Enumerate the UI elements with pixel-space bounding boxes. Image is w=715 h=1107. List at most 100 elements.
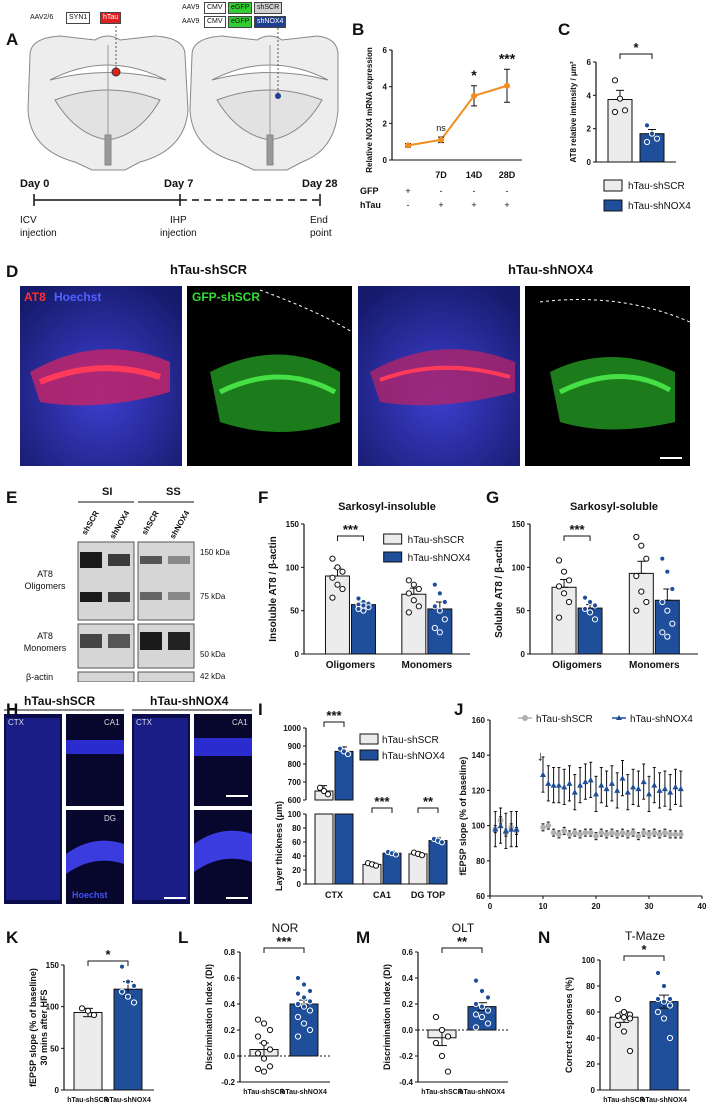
j-ytick-label: 140: [472, 751, 486, 760]
c-point: [643, 138, 651, 146]
f-legend-swatch: [383, 533, 403, 545]
b-row-mark: -: [506, 186, 509, 196]
j-legend-marker-scr: [522, 715, 528, 721]
panel-letter-i: I: [258, 700, 263, 719]
panel-d: hTau-shSCR hTau-shNOX4 AT8 Hoechst GFP-s…: [20, 262, 710, 472]
i-upper-ytick-label: 700: [288, 778, 302, 787]
c-ytick-label: 6: [587, 58, 592, 67]
k-point: [130, 982, 138, 989]
i-sig-ctx: ***: [326, 708, 342, 723]
l-point: [300, 1020, 308, 1027]
construct-right1-promoter: CMV: [204, 2, 226, 14]
l-point: [254, 1065, 262, 1073]
k-point: [118, 988, 126, 995]
j-point-nox4: [571, 789, 578, 795]
m-point: [478, 1013, 486, 1021]
l-point: [266, 1063, 274, 1070]
m-title: OLT: [452, 921, 475, 935]
f-point: [355, 595, 362, 602]
i-point: [372, 862, 380, 869]
k-point: [84, 1007, 92, 1014]
j-point-nox4: [555, 782, 562, 788]
k-point: [124, 993, 132, 1000]
i-xtick-label: CTX: [325, 890, 343, 900]
m-point: [472, 977, 480, 984]
j-hfs-arrow: ↓: [537, 747, 544, 763]
j-ytick-label: 120: [472, 786, 486, 795]
k-xtick-label: hTau-shNOX4: [105, 1097, 151, 1104]
f-point: [365, 604, 372, 611]
g-xtick-label: Oligomers: [552, 660, 602, 671]
j-ytick-label: 100: [472, 822, 486, 831]
l-point: [266, 1046, 274, 1053]
m-point: [432, 1013, 440, 1021]
i-sig-ca1: ***: [374, 794, 390, 809]
panel-letter-c: C: [558, 20, 571, 39]
b-sig: ns: [436, 123, 446, 133]
panel-letter-g: G: [486, 488, 500, 507]
l-xtick-label: hTau-shNOX4: [281, 1089, 327, 1096]
l-sig-bracket: [263, 947, 305, 953]
c-point: [621, 107, 629, 114]
f-point: [339, 568, 346, 575]
k-sig: *: [105, 947, 111, 962]
label-hoechst: Hoechst: [54, 290, 102, 304]
c-legend-label: hTau-shSCR: [628, 181, 685, 192]
m-point: [484, 994, 492, 1001]
l-ytick-label: -0.2: [221, 1078, 235, 1087]
panel-letter-d: D: [6, 262, 19, 281]
g-title: Sarkosyl-soluble: [570, 501, 658, 513]
j-point-nox4: [640, 778, 647, 785]
j-ytick-label: 160: [472, 716, 486, 725]
construct-right2-shrna: shNOX4: [254, 16, 287, 28]
n-xtick-label: hTau-shNOX4: [641, 1097, 687, 1104]
j-point-nox4: [497, 822, 504, 829]
b-row-label: hTau: [360, 200, 381, 210]
g-point: [560, 590, 568, 597]
m-ylabel: Discrimination Index (DI): [382, 964, 392, 1070]
l-ytick-label: 0.2: [224, 1026, 236, 1035]
timeline-event-ihp: IHP injection: [160, 215, 197, 239]
m-point: [478, 987, 486, 995]
l-point: [254, 1050, 262, 1057]
j-point-nox4: [545, 780, 552, 786]
g-point: [555, 583, 563, 590]
f-point: [405, 609, 412, 616]
f-point: [405, 577, 412, 584]
j-point-nox4: [603, 785, 610, 792]
f-point: [410, 597, 417, 604]
brain-sections-diagram: [27, 22, 339, 206]
kda-150: 150 kDa: [200, 548, 230, 557]
f-ytick-label: 150: [286, 520, 300, 529]
l-ytick-label: 0.6: [224, 974, 236, 983]
l-point: [294, 990, 302, 997]
l-point: [254, 1033, 262, 1040]
j-point-nox4: [614, 787, 621, 793]
j-xtick-label: 10: [539, 902, 548, 911]
panel-letter-a: A: [6, 30, 19, 49]
j-xtick-label: 20: [592, 902, 601, 911]
l-point: [306, 987, 314, 995]
l-point: [306, 998, 314, 1005]
i-upper-ytick-label: 800: [288, 760, 302, 769]
j-point-nox4: [677, 785, 684, 792]
c-ylabel: AT8 relative intensity / μm²: [569, 61, 578, 163]
b-ytick-label: 2: [383, 119, 388, 128]
row-label-monomers: AT8 Monomers: [23, 631, 67, 653]
g-ytick-label: 0: [521, 650, 526, 659]
l-point: [300, 1003, 308, 1010]
j-point-nox4: [656, 787, 663, 793]
j-point-nox4: [619, 775, 626, 781]
i-lower-ytick-label: 60: [292, 838, 301, 847]
g-ytick-label: 150: [512, 520, 526, 529]
f-xtick-label: Oligomers: [326, 660, 376, 671]
construct-right2-vector: AAV9: [182, 18, 200, 25]
n-point: [654, 995, 662, 1003]
f-point: [329, 555, 336, 562]
i-sig-dg-bracket: [417, 807, 439, 813]
f-point: [339, 585, 346, 593]
l-point: [260, 1055, 268, 1062]
j-point-scr: [672, 831, 679, 838]
n-point: [614, 1012, 622, 1020]
panel-letter-f: F: [258, 488, 269, 507]
